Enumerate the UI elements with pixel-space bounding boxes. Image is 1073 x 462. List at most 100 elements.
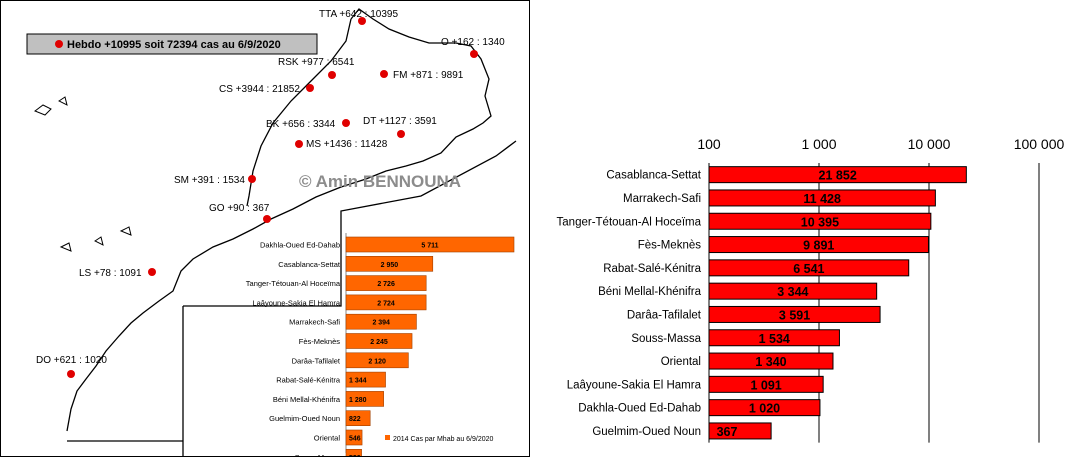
mini-chart-category-label: Souss-Massa <box>295 453 341 456</box>
map-point-label: SM +391 : 1534 <box>174 175 245 186</box>
mini-chart-category-label: Guelmim-Oued Noun <box>269 414 340 423</box>
map-point-label: DO +621 : 1020 <box>36 355 107 366</box>
map-point: O +162 : 1340 <box>441 37 505 58</box>
bar <box>708 375 824 393</box>
bar <box>708 422 772 440</box>
mini-chart-category-label: Fès-Meknès <box>299 337 341 346</box>
category-label: Laâyoune-Sakia El Hamra <box>567 379 702 391</box>
mini-chart-category-label: Marrakech-Safi <box>289 318 340 327</box>
map-point: LS +78 : 1091 <box>79 268 156 279</box>
map-point-marker <box>148 268 156 276</box>
x-tick-label: 100 000 <box>1014 136 1065 152</box>
bar <box>708 305 881 323</box>
map-point-label: DT +1127 : 3591 <box>363 116 437 127</box>
category-label: Darâa-Tafilalet <box>627 309 702 321</box>
bar <box>708 212 932 230</box>
mini-chart-category-label: Darâa-Tafilalet <box>292 356 341 365</box>
map-chart: Hebdo +10995 soit 72394 cas au 6/9/2020 … <box>26 8 517 462</box>
bar-value-label: 367 <box>717 425 738 439</box>
map-point-marker <box>248 175 256 183</box>
category-label: Oriental <box>661 356 701 368</box>
bar <box>708 352 834 370</box>
bar-value-label: 3 591 <box>779 308 810 322</box>
map-point-label: MS +1436 : 11428 <box>306 139 388 150</box>
map-point: MS +1436 : 11428 <box>295 139 388 150</box>
weekly-note-box: Hebdo +10995 soit 72394 cas au 6/9/2020 <box>26 33 318 55</box>
x-tick-label: 100 <box>697 136 721 152</box>
mini-chart-bar <box>345 294 427 311</box>
map-points: TTA +642 : 10395 O +162 : 1340 RSK +977 : … <box>36 9 505 378</box>
mini-chart-category-label: Béni Mellal-Khénifra <box>273 395 341 404</box>
map-outline <box>66 8 517 456</box>
map-point: SM +391 : 1534 <box>174 175 256 186</box>
map-point-marker <box>306 84 314 92</box>
map-panel: Hebdo +10995 soit 72394 cas au 6/9/2020 … <box>0 0 530 462</box>
mini-chart-bar <box>345 275 427 291</box>
map-point-label: FM +871 : 9891 <box>393 70 464 81</box>
map-point-marker <box>380 70 388 78</box>
bar <box>708 329 840 347</box>
bar <box>708 399 821 417</box>
mini-chart-category-label: Oriental <box>314 434 341 443</box>
map-point-marker <box>397 130 405 138</box>
mini-chart-category-label: Tanger-Tétouan-Al Hoceïma <box>246 279 341 288</box>
category-label: Tanger-Tétouan-Al Hoceïma <box>557 216 702 228</box>
mini-chart-value-label: 2 245 <box>370 339 388 346</box>
map-point: TTA +642 : 10395 <box>319 9 398 25</box>
mini-chart-value-label: 546 <box>349 436 361 443</box>
mini-chart-legend-swatch <box>385 435 390 440</box>
bar <box>708 259 910 277</box>
islands <box>33 96 132 252</box>
bar-value-label: 1 020 <box>749 402 780 416</box>
bar <box>708 236 929 254</box>
map-point-marker <box>295 140 303 148</box>
bar-value-label: 1 340 <box>755 355 786 369</box>
map-point: DO +621 : 1020 <box>36 355 107 378</box>
mini-chart-value-label: 530 <box>349 455 361 456</box>
map-point: DT +1127 : 3591 <box>363 116 437 138</box>
map-point-label: GO +90 : 367 <box>209 203 270 214</box>
bar <box>708 189 936 207</box>
mini-chart-value-label: 1 344 <box>349 378 367 385</box>
mini-chart-legend: 2014 Cas par Mhab au 6/9/2020 <box>393 436 494 443</box>
bar-value-label: 1 091 <box>750 378 781 392</box>
map-point-marker <box>470 50 478 58</box>
map-point-label: TTA +642 : 10395 <box>319 9 398 20</box>
map-point-marker <box>263 215 271 223</box>
mini-chart-bar <box>345 352 409 369</box>
watermark: © Amin BENNOUNA <box>299 172 461 191</box>
bar-value-label: 10 395 <box>801 215 839 229</box>
per-million-bar-chart: Dakhla-Oued Ed-Dahab 5 711 Casablanca-Sett… <box>246 233 515 462</box>
mini-chart-value-label: 2 726 <box>377 281 395 288</box>
category-label: Dakhla-Oued Ed-Dahab <box>578 403 701 415</box>
mini-chart-value-label: 2 120 <box>368 358 386 365</box>
cases-log-bar-chart: 100 1 000 10 000 100 000 Casablanca-Settat 21… <box>557 136 1065 443</box>
map-point-label: RSK +977 : 6541 <box>278 57 355 68</box>
map-point-label: LS +78 : 1091 <box>79 268 142 279</box>
bar-value-label: 3 344 <box>777 285 808 299</box>
bar-value-label: 6 541 <box>793 262 824 276</box>
map-point-label: O +162 : 1340 <box>441 37 505 48</box>
category-label: Fès-Meknès <box>638 240 702 252</box>
map-point: GO +90 : 367 <box>209 203 271 223</box>
x-tick-label: 10 000 <box>908 136 951 152</box>
category-label: Guelmim-Oued Noun <box>592 426 701 438</box>
bar-value-label: 11 428 <box>803 192 841 206</box>
map-point-marker <box>328 71 336 79</box>
map-point: CS +3944 : 21852 <box>219 84 314 95</box>
mini-chart-bar <box>345 256 434 272</box>
mini-chart-category-label: Dakhla-Oued Ed-Dahab <box>260 241 340 250</box>
mini-chart-category-label: Laâyoune-Sakia El Hamra <box>252 298 340 307</box>
category-label: Béni Mellal-Khénifra <box>598 286 702 298</box>
bar-value-label: 1 534 <box>759 332 790 346</box>
cases-log-chart-panel: 100 1 000 10 000 100 000 Casablanca-Settat 21… <box>545 130 1065 457</box>
map-point: FM +871 : 9891 <box>380 70 464 81</box>
map-point-marker <box>358 17 366 25</box>
mini-chart-bar <box>345 391 384 407</box>
map-point: BK +656 : 3344 <box>266 119 350 130</box>
map-point-marker <box>67 370 75 378</box>
mini-chart-value-label: 2 724 <box>377 300 395 307</box>
mini-chart-category-label: Rabat-Salé-Kénitra <box>276 376 341 385</box>
category-label: Casablanca-Settat <box>606 170 701 182</box>
bar <box>708 282 878 300</box>
